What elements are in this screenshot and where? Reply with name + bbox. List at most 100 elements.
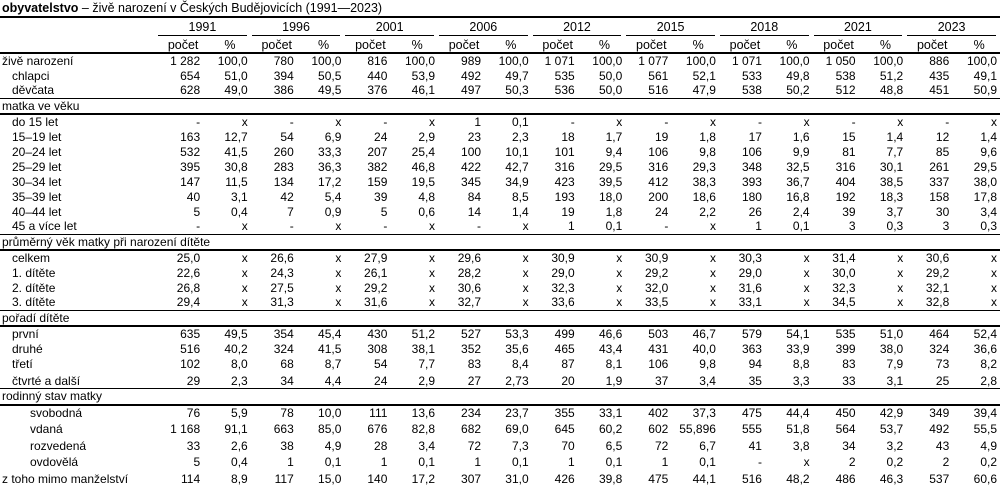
- percent-cell: 38,0: [973, 174, 997, 189]
- count-cell: 654: [180, 68, 201, 83]
- percent-cell: 49,1: [973, 68, 997, 83]
- count-cell: 345: [461, 174, 482, 189]
- row-label: ovdovělá: [30, 455, 79, 470]
- row-label: první: [12, 327, 39, 341]
- section-header-row: pořadí dítěte: [0, 309, 1000, 327]
- year-label: 2015: [626, 20, 715, 36]
- percent-cell: 8,9: [231, 471, 248, 486]
- count-cell: 24: [654, 204, 669, 219]
- percent-cell: 50,9: [973, 83, 997, 98]
- percent-cell: 9,6: [980, 144, 997, 159]
- percent-cell: x: [897, 251, 904, 265]
- count-cell: 316: [648, 159, 669, 174]
- count-cell: 1: [755, 219, 762, 234]
- table-row: první 635 49,5 354 45,4 430 51,2 527 53,3 499 46,6…: [0, 326, 1000, 341]
- row-label: děvčata: [12, 83, 55, 98]
- percent-cell: 50,5: [318, 68, 342, 83]
- percent-cell: 100,0: [685, 54, 716, 68]
- percent-cell: 0,3: [980, 219, 997, 234]
- year-header-row: 1991 1996 2001 2006 2012 2015 2018 2021 2023: [0, 18, 1000, 37]
- percent-cell: 50,0: [598, 83, 623, 98]
- count-cell: 423: [554, 174, 575, 189]
- percent-cell: x: [616, 251, 623, 265]
- count-cell: 564: [835, 422, 856, 437]
- count-cell: 676: [367, 422, 388, 437]
- percent-cell: 46,6: [598, 327, 623, 341]
- table-row: 15–19 let 163 12,7 54 6,9 24 2,9 23 2,3 18 1,7 19 1,…: [0, 129, 1000, 144]
- count-cell: 1 071: [731, 54, 762, 68]
- percent-cell: 53,7: [879, 422, 904, 437]
- table-row: druhé 516 40,2 324 41,5 308 38,1 352 35,6 465 43,4…: [0, 341, 1000, 356]
- percent-cell: x: [803, 455, 810, 470]
- percent-cell: 2,8: [980, 373, 997, 388]
- row-label: 2. dítěte: [12, 280, 56, 295]
- count-cell: 29,4: [176, 295, 201, 310]
- percent-cell: 52,1: [692, 68, 716, 83]
- percent-cell: 18,6: [692, 189, 716, 204]
- percent-cell: 7,7: [886, 144, 904, 159]
- row-label: chlapci: [12, 68, 50, 83]
- percent-cell: 5,9: [231, 406, 248, 421]
- percent-cell: 41,5: [224, 144, 248, 159]
- percent-cell: 36,7: [786, 174, 810, 189]
- count-cell: 163: [180, 129, 201, 144]
- percent-cell: 4,9: [980, 438, 997, 453]
- percent-cell: 44,4: [786, 406, 810, 421]
- count-cell: 538: [741, 83, 762, 98]
- percent-cell: x: [241, 251, 248, 265]
- percent-cell: 3,1: [231, 189, 248, 204]
- count-cell: 450: [835, 406, 856, 421]
- percent-cell: 3,4: [418, 438, 436, 453]
- count-cell: 497: [461, 83, 482, 98]
- count-cell: 43: [935, 438, 950, 453]
- percent-cell: 100,0: [311, 54, 342, 68]
- subheader-count: počet: [438, 37, 491, 54]
- year-label: 1996: [251, 20, 341, 36]
- percent-cell: 9,4: [605, 144, 623, 159]
- count-cell: 39: [374, 189, 388, 204]
- percent-cell: x: [803, 295, 810, 310]
- count-cell: 1 050: [825, 54, 856, 68]
- count-cell: 106: [648, 144, 669, 159]
- percent-cell: x: [241, 265, 248, 280]
- percent-cell: 2,2: [699, 204, 716, 219]
- row-label: 3. dítěte: [12, 295, 56, 310]
- count-cell: 354: [273, 327, 294, 341]
- percent-cell: 5,4: [324, 189, 342, 204]
- section-header-label: průměrný věk matky při narození dítěte: [0, 233, 1000, 251]
- count-cell: 26,8: [176, 280, 201, 295]
- corner-cell: [0, 37, 158, 54]
- percent-cell: 6,7: [699, 438, 716, 453]
- subheader-row: počet% počet% počet% počet% počet% počet% poče…: [0, 37, 1000, 54]
- percent-cell: 38,3: [692, 174, 716, 189]
- count-cell: 234: [461, 406, 482, 421]
- percent-cell: 44,1: [692, 471, 716, 486]
- subheader-percent: %: [864, 37, 907, 54]
- percent-cell: x: [522, 280, 529, 295]
- percent-cell: x: [897, 265, 904, 280]
- count-cell: 31,4: [832, 251, 856, 265]
- percent-cell: 51,0: [879, 327, 904, 341]
- count-cell: 260: [273, 144, 294, 159]
- count-cell: 30: [935, 204, 950, 219]
- count-cell: 393: [741, 174, 762, 189]
- count-cell: 435: [929, 68, 950, 83]
- percent-cell: 100,0: [966, 54, 997, 68]
- subheader-count: počet: [344, 37, 397, 54]
- count-cell: 134: [273, 174, 294, 189]
- title-text: – živě narození v Českých Budějovicích (…: [78, 1, 383, 15]
- count-cell: 535: [554, 68, 575, 83]
- count-cell: 83: [842, 356, 856, 371]
- percent-cell: 3,2: [886, 438, 904, 453]
- count-cell: 537: [929, 471, 950, 486]
- row-label: rozvedená: [30, 438, 87, 453]
- count-cell: 404: [835, 174, 856, 189]
- count-cell: 39: [842, 204, 856, 219]
- percent-cell: 54,1: [786, 327, 810, 341]
- percent-cell: 29,3: [692, 159, 716, 174]
- table-row: chlapci 654 51,0 394 50,5 440 53,9 492 49,7 535 50…: [0, 68, 1000, 83]
- count-cell: 23: [467, 129, 482, 144]
- year-label: 2001: [345, 20, 435, 36]
- percent-cell: 48,8: [879, 83, 904, 98]
- count-cell: 5: [193, 455, 201, 470]
